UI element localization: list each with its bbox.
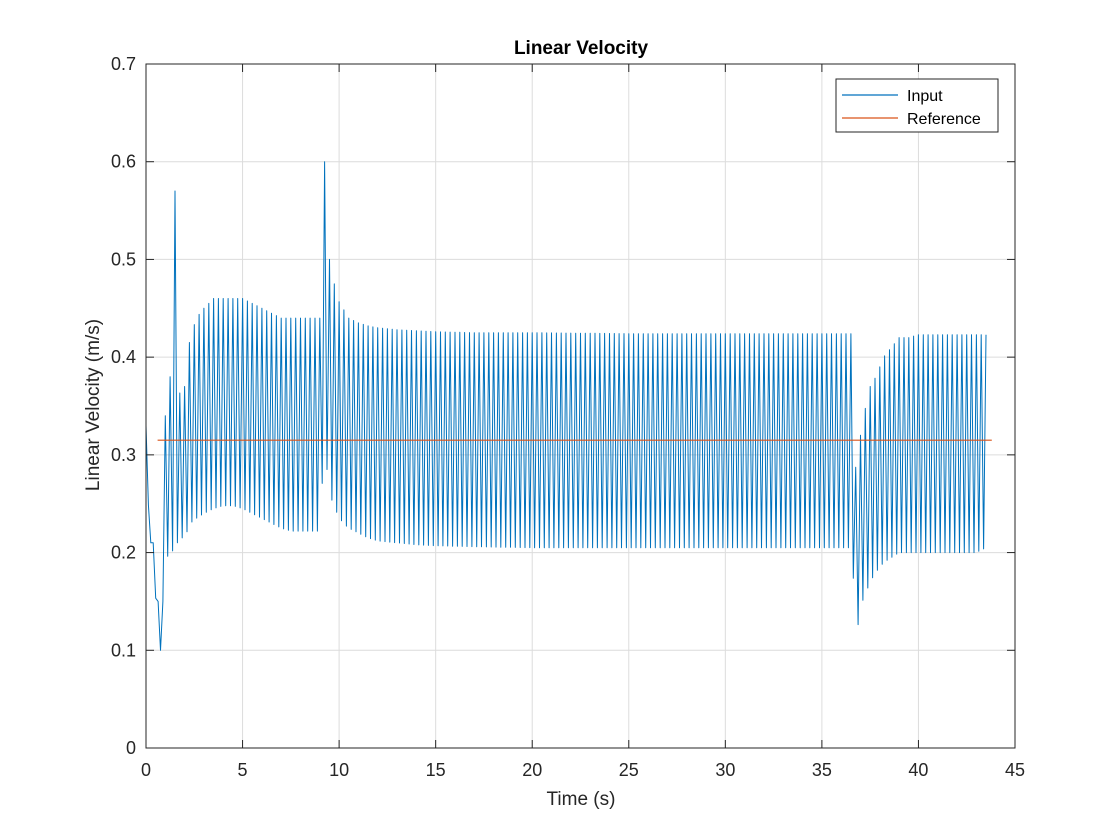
y-axis-label: Linear Velocity (m/s)	[83, 319, 104, 491]
x-tick-label: 40	[908, 760, 928, 780]
x-tick-label: 35	[812, 760, 832, 780]
y-tick-label: 0.3	[111, 445, 136, 465]
y-tick-label: 0.2	[111, 543, 136, 563]
y-tick-label: 0.7	[111, 54, 136, 74]
x-axis-label: Time (s)	[547, 789, 616, 810]
x-tick-label: 15	[426, 760, 446, 780]
x-tick-label: 5	[238, 760, 248, 780]
tick-marks	[145, 63, 1016, 749]
legend-label-input: Input	[907, 88, 943, 105]
x-tick-label: 20	[522, 760, 542, 780]
y-tick-label: 0.6	[111, 152, 136, 172]
series-layer	[145, 161, 992, 651]
chart-title: Linear Velocity	[514, 38, 649, 59]
x-tick-label: 0	[141, 760, 151, 780]
tick-labels: 0 5 10 15 20 25 30 35 40 45 0 0.1 0.2 0.3 0.4 0.5 0.6 0.7	[111, 54, 1025, 780]
x-tick-label: 45	[1005, 760, 1025, 780]
x-tick-label: 25	[619, 760, 639, 780]
y-tick-label: 0	[126, 738, 136, 758]
y-tick-label: 0.4	[111, 347, 136, 367]
legend-label-reference: Reference	[907, 111, 981, 128]
y-tick-label: 0.1	[111, 640, 136, 660]
legend-box	[835, 78, 999, 133]
axes-box	[145, 63, 1016, 749]
series-input-line	[145, 161, 987, 651]
x-tick-label: 10	[329, 760, 349, 780]
legend: Input Reference	[835, 78, 999, 133]
y-tick-label: 0.5	[111, 249, 136, 269]
x-tick-label: 30	[715, 760, 735, 780]
